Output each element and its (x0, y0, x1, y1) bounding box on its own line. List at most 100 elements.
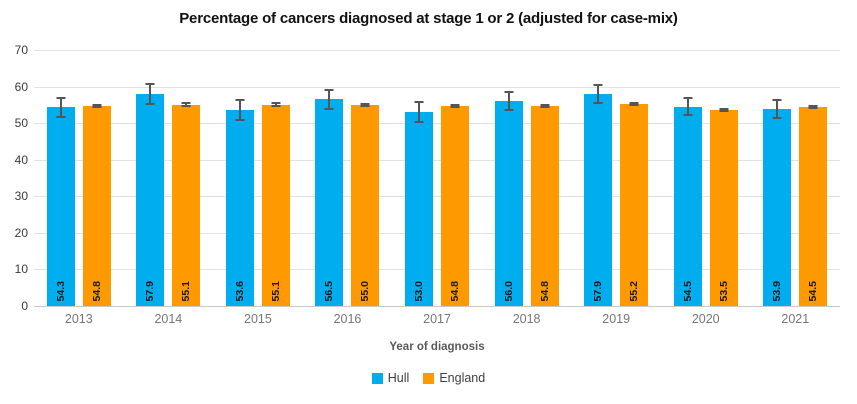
bar-wrapper-hull-2019: 57.9 (584, 50, 613, 306)
y-tick-label-10: 10 (14, 262, 28, 277)
error-bar-england-2016 (364, 103, 367, 106)
bar-value-label-england-2017: 54.8 (449, 280, 462, 301)
bar-group-2019: 57.9 55.2 (571, 50, 661, 306)
bar-value-label-england-2021: 54.5 (807, 280, 820, 301)
bar-hull-2015: 53.6 (225, 109, 254, 306)
y-tick-label-50: 50 (14, 116, 28, 131)
error-bar-hull-2021 (776, 99, 779, 119)
bar-group-2021: 53.9 54.5 (751, 50, 841, 306)
bar-england-2013: 54.8 (82, 105, 111, 306)
bar-hull-2020: 54.5 (673, 106, 702, 306)
bar-england-2021: 54.5 (799, 106, 828, 306)
x-tick-label-2021: 2021 (781, 312, 810, 326)
error-bar-hull-2016 (328, 89, 331, 109)
error-bar-hull-2014 (149, 84, 152, 105)
gridline-70 (34, 50, 840, 51)
bar-hull-2017: 53.0 (405, 112, 434, 306)
error-bar-england-2017 (454, 104, 457, 107)
error-bar-england-2018 (543, 104, 546, 107)
bar-england-2020: 53.5 (709, 110, 738, 306)
x-tick-label-2014: 2014 (154, 312, 183, 326)
bar-england-2016: 55.0 (351, 104, 380, 306)
y-tick-label-20: 20 (14, 225, 28, 240)
bar-wrapper-england-2019: 55.2 (620, 50, 649, 306)
legend: Hull England (0, 371, 857, 385)
error-bar-hull-2019 (597, 85, 600, 104)
gridline-20 (34, 232, 840, 234)
bar-value-label-hull-2016: 56.5 (323, 280, 336, 301)
x-tick-label-2020: 2020 (691, 312, 720, 326)
bar-wrapper-hull-2015: 53.6 (225, 50, 254, 306)
gridline-30 (34, 196, 840, 198)
bar-wrapper-england-2021: 54.5 (799, 50, 828, 306)
bar-wrapper-england-2013: 54.8 (82, 50, 111, 306)
legend-item-hull: Hull (371, 371, 410, 385)
gridline-0 (34, 306, 840, 307)
bar-wrapper-england-2018: 54.8 (530, 50, 559, 306)
error-bar-hull-2015 (238, 100, 241, 120)
bar-group-2017: 53.0 54.8 (392, 50, 482, 306)
bar-value-label-hull-2021: 53.9 (771, 280, 784, 301)
bar-wrapper-hull-2014: 57.9 (136, 50, 165, 306)
bar-value-label-england-2015: 55.1 (269, 280, 282, 301)
bar-group-2014: 57.9 55.1 (124, 50, 214, 306)
bar-value-label-england-2013: 54.8 (90, 280, 103, 301)
bar-england-2015: 55.1 (261, 104, 290, 306)
bar-value-label-hull-2019: 57.9 (592, 280, 605, 301)
x-tick-label-2013: 2013 (64, 312, 93, 326)
bar-group-2015: 53.6 55.1 (213, 50, 303, 306)
bar-england-2019: 55.2 (620, 104, 649, 306)
y-tick-label-30: 30 (14, 189, 28, 204)
bar-value-label-england-2019: 55.2 (628, 280, 641, 301)
error-bar-hull-2018 (507, 92, 510, 110)
error-bar-england-2015 (274, 103, 277, 106)
legend-item-england: England (423, 371, 485, 385)
x-tick-label-2018: 2018 (512, 312, 541, 326)
bar-value-label-england-2018: 54.8 (538, 280, 551, 301)
bar-group-2018: 56.0 54.8 (482, 50, 572, 306)
bar-value-label-hull-2020: 54.5 (681, 280, 694, 301)
bar-england-2018: 54.8 (530, 105, 559, 306)
x-tick-label-2016: 2016 (333, 312, 362, 326)
x-tick-label-2015: 2015 (244, 312, 272, 326)
bar-hull-2019: 57.9 (584, 94, 613, 306)
x-tick-label-2017: 2017 (423, 312, 451, 326)
error-bar-england-2013 (95, 104, 98, 107)
bar-wrapper-england-2016: 55.0 (351, 50, 380, 306)
bar-value-label-england-2014: 55.1 (180, 280, 193, 301)
plot-area: 54.3 54.8 57.9 55.1 53.6 55.1 56.5 55.0 53.0 54.8… (34, 50, 841, 307)
x-tick-label-2019: 2019 (602, 312, 631, 326)
bar-value-label-hull-2018: 56.0 (502, 280, 515, 301)
bar-group-2013: 54.3 54.8 (34, 50, 124, 306)
y-tick-label-60: 60 (14, 79, 28, 94)
error-bar-hull-2017 (418, 102, 421, 123)
bar-wrapper-hull-2021: 53.9 (763, 50, 792, 306)
x-axis-title: Year of diagnosis (389, 341, 485, 353)
bar-group-2020: 54.5 53.5 (661, 50, 751, 306)
bar-wrapper-hull-2020: 54.5 (673, 50, 702, 306)
gridline-50 (34, 123, 840, 125)
bar-value-label-england-2020: 53.5 (717, 280, 730, 301)
bar-hull-2021: 53.9 (763, 108, 792, 306)
x-axis: 2013 2014 2015 2016 2017 2018 2019 2020 2021 (34, 312, 840, 326)
bar-hull-2016: 56.5 (315, 99, 344, 306)
bar-hull-2014: 57.9 (136, 94, 165, 306)
legend-swatch-hull-icon (371, 372, 383, 384)
bar-wrapper-hull-2018: 56.0 (494, 50, 523, 306)
error-bar-england-2021 (812, 105, 815, 108)
bar-wrapper-hull-2017: 53.0 (405, 50, 434, 306)
legend-label-hull: Hull (387, 371, 410, 385)
gridline-60 (34, 86, 840, 88)
y-tick-label-40: 40 (14, 152, 28, 167)
bar-group-2016: 56.5 55.0 (303, 50, 393, 306)
legend-swatch-england-icon (423, 372, 435, 384)
error-bar-england-2019 (633, 103, 636, 106)
legend-label-england: England (439, 371, 486, 385)
bar-wrapper-england-2020: 53.5 (709, 50, 738, 306)
bar-value-label-england-2016: 55.0 (359, 280, 372, 301)
error-bar-hull-2013 (59, 97, 62, 118)
gridline-10 (34, 269, 840, 271)
bar-hull-2013: 54.3 (46, 107, 75, 306)
bar-wrapper-england-2015: 55.1 (261, 50, 290, 306)
